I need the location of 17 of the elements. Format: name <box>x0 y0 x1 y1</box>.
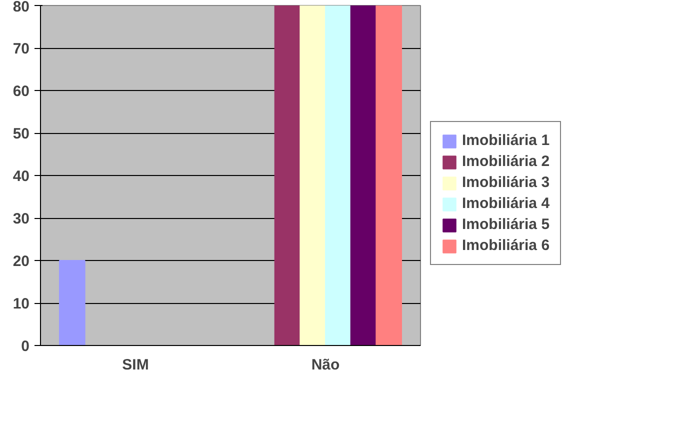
y-tick-label: 0 <box>21 338 30 355</box>
y-tick-label: 70 <box>12 40 30 58</box>
legend-label: Imobiliária 4 <box>462 195 550 212</box>
x-tick-label: Não <box>311 356 340 374</box>
y-tick-label: 30 <box>12 210 30 228</box>
y-tick-label: 50 <box>12 126 30 142</box>
y-tick-label: 10 <box>12 296 30 312</box>
legend-label: Imobiliária 6 <box>462 237 550 254</box>
y-tick-label: 20 <box>12 253 30 270</box>
y-tick-label: 40 <box>12 168 30 185</box>
legend-label: Imobiliária 2 <box>462 153 550 170</box>
legend-label: Imobiliária 3 <box>462 174 550 191</box>
legend-label: Imobiliária 5 <box>462 216 550 233</box>
legend-label: Imobiliária 1 <box>462 132 550 149</box>
y-tick-label: 60 <box>12 83 30 100</box>
y-tick-label: 80 <box>12 0 30 16</box>
x-tick-label: SIM <box>122 356 149 374</box>
